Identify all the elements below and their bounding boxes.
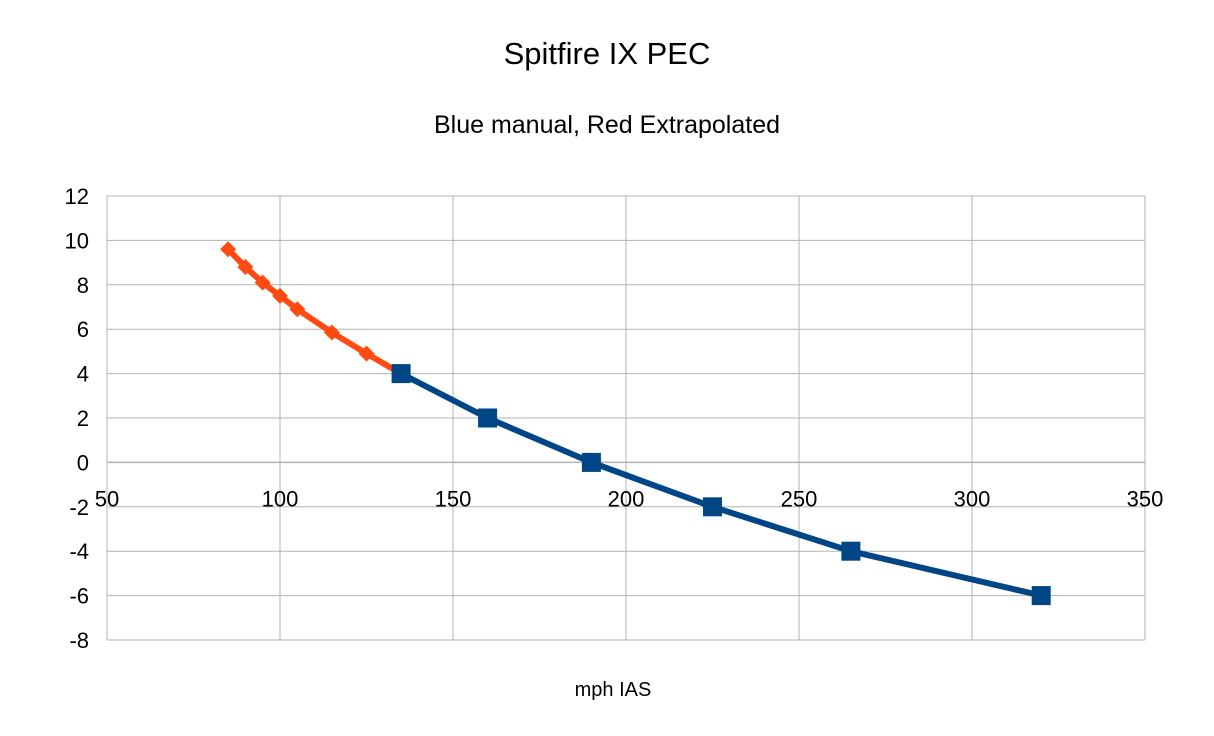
- x-tick-label: 150: [435, 486, 472, 511]
- data-point: [478, 408, 498, 428]
- data-point: [358, 345, 375, 362]
- y-tick-label: 8: [77, 273, 89, 298]
- data-point: [703, 497, 722, 517]
- data-point: [254, 274, 271, 291]
- y-tick-label: 6: [77, 317, 89, 342]
- data-point: [237, 259, 254, 276]
- data-point: [841, 541, 861, 561]
- data-point: [272, 287, 288, 304]
- data-point: [289, 301, 306, 318]
- series-2: [391, 364, 1051, 606]
- data-point: [581, 452, 601, 472]
- chart-subtitle: Blue manual, Red Extrapolated: [433, 111, 781, 139]
- series-layer: [220, 241, 1051, 606]
- chart-title: Spitfire IX PEC: [503, 36, 711, 71]
- y-tick-label: -6: [69, 584, 89, 609]
- data-point: [323, 324, 340, 341]
- y-tick-label: 12: [65, 184, 89, 209]
- data-point: [391, 364, 411, 384]
- series-2-line: [398, 370, 1045, 599]
- x-tick-label: 200: [608, 486, 645, 511]
- y-tick-label: -8: [69, 628, 89, 653]
- y-tick-label: -2: [69, 495, 89, 520]
- x-tick-label: 250: [781, 486, 818, 511]
- x-axis-label: mph IAS: [574, 679, 652, 701]
- data-point: [1031, 586, 1051, 606]
- x-tick-labels: 50 100 150 200 250 300 350: [95, 486, 1164, 511]
- y-tick-label: -4: [69, 539, 89, 564]
- y-tick-label: 2: [77, 406, 89, 431]
- y-tick-label: 0: [77, 450, 89, 475]
- series-1: [220, 241, 410, 382]
- gridlines: [106, 195, 1146, 641]
- data-point: [220, 241, 237, 258]
- series-1-line: [225, 246, 405, 377]
- x-tick-label: 100: [262, 486, 299, 511]
- x-tick-label: 300: [954, 486, 991, 511]
- y-tick-label: 4: [77, 362, 89, 387]
- y-tick-label: 10: [65, 228, 89, 253]
- y-tick-labels: -8 -6 -4 -2 0 2 4 6 8 10 12: [65, 184, 89, 653]
- x-tick-label: 50: [95, 486, 119, 511]
- x-tick-label: 350: [1127, 486, 1164, 511]
